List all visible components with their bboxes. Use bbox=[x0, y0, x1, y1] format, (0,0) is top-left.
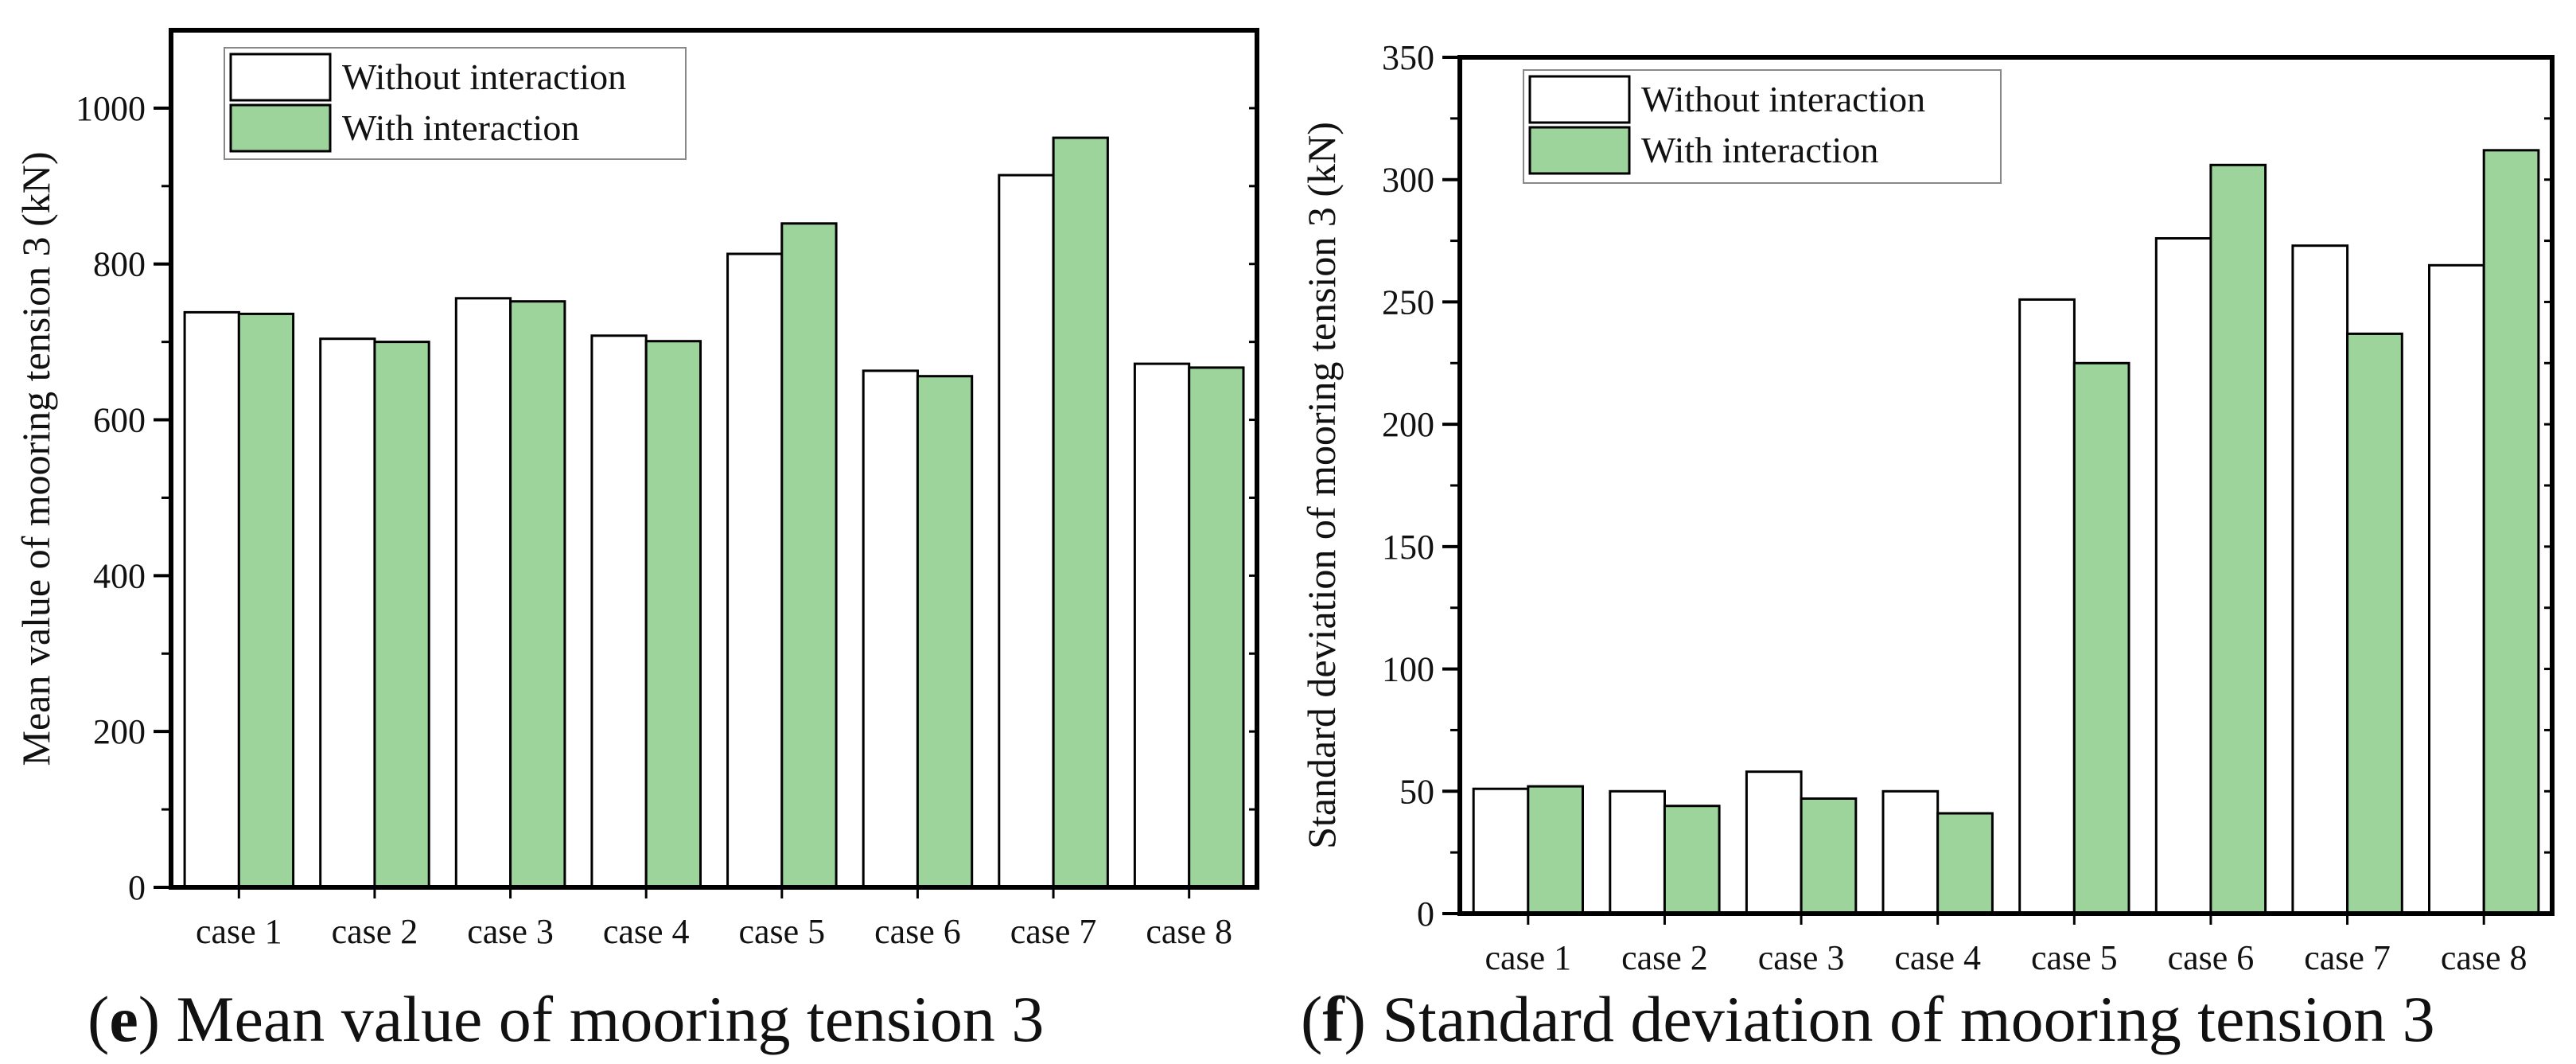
bar-without-7 bbox=[998, 173, 1055, 889]
y-axis-title: Standard deviation of mooring tension 3 … bbox=[1299, 122, 1344, 849]
x-tick-label: case 2 bbox=[1621, 938, 1708, 977]
bar-with-3 bbox=[509, 300, 566, 889]
y-tick-label: 400 bbox=[93, 556, 146, 595]
bar-without-7 bbox=[2291, 244, 2349, 915]
legend: Without interaction With interaction bbox=[224, 47, 687, 160]
bar-with-8 bbox=[2482, 149, 2540, 915]
y-tick-label: 50 bbox=[1399, 772, 1434, 811]
bar-without-6 bbox=[2154, 237, 2212, 915]
y-tick-label: 100 bbox=[1382, 650, 1434, 689]
bar-with-4 bbox=[644, 340, 702, 889]
x-tick-label: case 2 bbox=[332, 912, 418, 951]
x-tick-label: case 1 bbox=[196, 912, 282, 951]
bar-with-4 bbox=[1936, 812, 1994, 915]
x-tick-label: case 5 bbox=[738, 912, 825, 951]
y-tick-label: 150 bbox=[1382, 528, 1434, 567]
legend-label-with: With interaction bbox=[1641, 130, 1878, 170]
x-tick-label: case 6 bbox=[874, 912, 961, 951]
panel-caption-text: Standard deviation of mooring tension 3 bbox=[1382, 983, 2434, 1055]
x-tick-label: case 7 bbox=[1010, 912, 1097, 951]
chart-panel-f: 0 50 100 150 200 250 300 350 case 1 case 2 case 3 c… bbox=[1299, 38, 2555, 1055]
plot-frame bbox=[169, 28, 1259, 890]
x-tick-label: case 4 bbox=[1894, 938, 1981, 977]
x-tick-label: case 3 bbox=[467, 912, 554, 951]
x-tick-label: case 5 bbox=[2031, 938, 2118, 977]
bar-without-1 bbox=[183, 310, 240, 889]
bar-with-8 bbox=[1188, 366, 1245, 889]
y-tick-label: 1000 bbox=[76, 89, 146, 128]
x-tick-label: case 6 bbox=[2168, 938, 2255, 977]
legend: Without interaction With interaction bbox=[1523, 69, 2002, 184]
bar-without-8 bbox=[1133, 362, 1191, 889]
bar-without-1 bbox=[1472, 787, 1530, 915]
panel-caption: (e) Mean value of mooring tension 3 bbox=[88, 983, 1044, 1055]
y-tick-label: 200 bbox=[1382, 405, 1434, 444]
legend-swatch-with bbox=[229, 103, 332, 153]
x-tick-label: case 7 bbox=[2304, 938, 2391, 977]
bar-without-4 bbox=[1881, 789, 1940, 915]
y-tick-label: 0 bbox=[1417, 894, 1434, 933]
panel-caption-text: Mean value of mooring tension 3 bbox=[177, 983, 1045, 1055]
bar-with-1 bbox=[1527, 785, 1585, 915]
bar-with-2 bbox=[1663, 805, 1721, 915]
x-tick-label: case 3 bbox=[1758, 938, 1845, 977]
legend-swatch-without bbox=[229, 53, 332, 102]
y-tick-label: 250 bbox=[1382, 283, 1434, 322]
bar-without-6 bbox=[862, 369, 919, 889]
y-tick-label: 600 bbox=[93, 401, 146, 440]
bar-with-6 bbox=[2209, 163, 2267, 915]
x-tick-label: case 8 bbox=[1146, 912, 1232, 951]
bar-without-3 bbox=[1745, 770, 1803, 915]
y-tick-label: 200 bbox=[93, 712, 146, 751]
bar-with-2 bbox=[373, 341, 430, 889]
legend-label-without: Without interaction bbox=[342, 57, 626, 97]
bar-without-8 bbox=[2428, 263, 2485, 915]
y-tick-label: 350 bbox=[1382, 38, 1434, 77]
x-tick-label: case 4 bbox=[603, 912, 690, 951]
y-axis-title: Mean value of mooring tension 3 (kN) bbox=[14, 151, 58, 766]
y-tick-label: 800 bbox=[93, 245, 146, 284]
y-tick-label: 300 bbox=[1382, 161, 1434, 200]
legend-label-without: Without interaction bbox=[1641, 79, 1925, 119]
bar-with-7 bbox=[2346, 332, 2403, 915]
bar-with-6 bbox=[916, 375, 974, 889]
bar-without-2 bbox=[319, 337, 376, 889]
bar-without-3 bbox=[454, 297, 512, 889]
bar-without-5 bbox=[2018, 298, 2076, 915]
bar-with-3 bbox=[1800, 797, 1858, 915]
x-tick-label: case 1 bbox=[1485, 938, 1571, 977]
x-tick-label: case 8 bbox=[2441, 938, 2527, 977]
legend-label-with: With interaction bbox=[342, 107, 579, 148]
bar-with-1 bbox=[237, 312, 295, 889]
bar-with-5 bbox=[2072, 361, 2130, 915]
bar-without-5 bbox=[726, 252, 784, 889]
legend-swatch-without bbox=[1528, 75, 1631, 124]
legend-swatch-with bbox=[1528, 126, 1631, 175]
bar-with-7 bbox=[1052, 136, 1109, 889]
bar-without-2 bbox=[1609, 789, 1667, 915]
bar-with-5 bbox=[780, 222, 838, 889]
panel-letter: f bbox=[1322, 983, 1345, 1055]
panel-letter: e bbox=[109, 983, 138, 1055]
bar-without-4 bbox=[590, 334, 648, 889]
chart-panel-e: 0 200 400 600 800 1000 case 1 case 2 case 3 case … bbox=[14, 28, 1259, 1055]
y-tick-label: 0 bbox=[128, 868, 146, 907]
panel-caption: (f) Standard deviation of mooring tensio… bbox=[1301, 983, 2435, 1055]
